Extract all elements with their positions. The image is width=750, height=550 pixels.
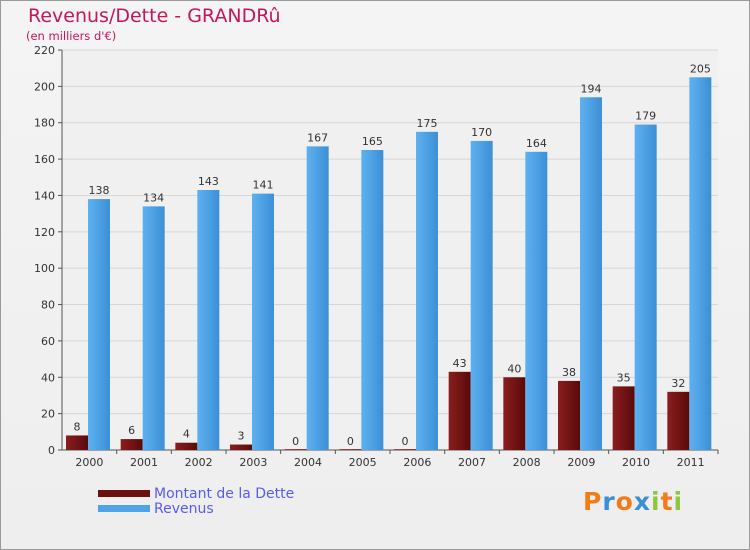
x-tick-label: 2005 [349,456,377,469]
bar-debt [230,444,252,450]
bar-debt [448,371,471,450]
y-tick-label: 180 [34,117,55,130]
x-tick-label: 2011 [677,456,705,469]
logo-letter: x [633,487,651,516]
bar-debt [394,449,416,450]
labels: 0204060801001201401601802002202000813820… [34,44,711,469]
x-tick-label: 2009 [567,456,595,469]
data-label-debt: 38 [562,366,576,379]
data-label-debt: 8 [74,420,81,433]
y-tick-label: 200 [34,80,55,93]
bar-revenue [689,77,712,450]
x-tick-label: 2000 [75,456,103,469]
bar-debt [66,435,88,450]
bar-chart: 0204060801001201401601802002202000813820… [34,44,719,469]
proxiti-logo: Proxiti [583,487,683,516]
y-tick-label: 20 [41,408,55,421]
y-tick-label: 220 [34,44,55,57]
data-label-revenue: 170 [471,126,492,139]
data-label-debt: 3 [238,430,245,443]
y-tick-label: 60 [41,335,55,348]
data-label-revenue: 167 [307,131,328,144]
bar-debt [503,377,526,450]
bar-debt [339,449,362,450]
data-label-revenue: 175 [417,117,438,130]
data-label-revenue: 194 [581,82,602,95]
data-label-debt: 43 [453,357,467,370]
data-label-debt: 0 [292,435,299,448]
legend-item-revenue: Revenus [98,500,294,517]
legend-label-revenue: Revenus [154,500,214,517]
chart-subtitle: (en milliers d'€) [26,29,117,43]
x-tick-label: 2006 [403,456,431,469]
bar-debt [120,439,143,450]
legend-item-debt: Montant de la Dette [98,485,295,502]
logo-letter: i [651,487,661,516]
y-tick-label: 100 [34,262,55,275]
y-tick-label: 120 [34,226,55,239]
legend-label-debt: Montant de la Dette [154,485,295,502]
bar-revenue [634,124,657,450]
x-tick-label: 2002 [185,456,213,469]
bar-revenue [197,190,220,450]
data-label-revenue: 134 [143,191,164,204]
data-label-debt: 35 [617,371,631,384]
legend: Montant de la Dette Revenus [98,485,295,517]
data-label-debt: 6 [128,424,135,437]
data-label-revenue: 165 [362,135,383,148]
bar-revenue [470,140,493,450]
data-label-debt: 0 [402,435,409,448]
bar-revenue [306,146,329,450]
data-label-revenue: 143 [198,175,219,188]
logo-letter: o [615,487,634,516]
logo-letter: r [602,487,616,516]
logo-letter: t [660,487,674,516]
y-tick-label: 0 [48,444,55,457]
bar-debt [558,380,580,450]
y-tick-label: 80 [41,299,55,312]
bar-debt [175,442,198,450]
data-label-revenue: 179 [635,110,656,123]
axes [58,49,719,454]
chart-title: Revenus/Dette - GRANDRû [28,5,281,27]
bar-revenue [580,97,602,450]
data-label-debt: 40 [507,362,521,375]
bar-revenue [88,199,110,450]
plot-area [62,50,718,450]
y-tick-label: 40 [41,371,55,384]
bar-revenue [361,150,384,450]
x-tick-label: 2010 [622,456,650,469]
bar-revenue [252,193,274,451]
data-label-revenue: 138 [89,184,110,197]
bar-revenue [416,131,438,450]
bar-debt [612,386,635,450]
data-label-revenue: 141 [253,179,274,192]
legend-swatch-debt [98,490,150,497]
x-tick-label: 2007 [458,456,486,469]
x-tick-label: 2004 [294,456,322,469]
data-label-debt: 32 [671,377,685,390]
bar-revenue [525,151,548,450]
data-label-revenue: 164 [526,137,547,150]
x-tick-label: 2003 [239,456,267,469]
x-tick-label: 2008 [513,456,541,469]
logo-letter: P [583,487,603,516]
y-tick-label: 160 [34,153,55,166]
x-tick-label: 2001 [130,456,158,469]
data-label-debt: 0 [347,435,354,448]
legend-swatch-revenue [98,505,150,512]
bar-debt [667,391,690,450]
y-tick-label: 140 [34,189,55,202]
bar-revenue [142,206,165,450]
data-label-revenue: 205 [690,62,711,75]
grid-lines [62,49,718,451]
logo-letter: i [673,487,684,516]
bar-debt [284,449,307,450]
data-label-debt: 4 [183,428,190,441]
bars [66,77,712,451]
